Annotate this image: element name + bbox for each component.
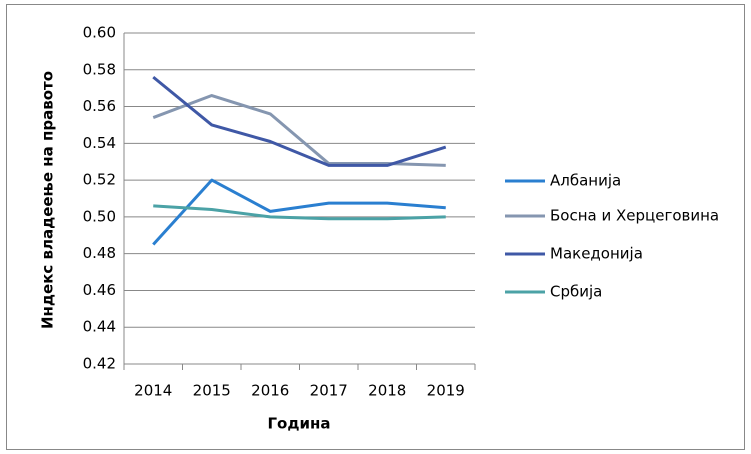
legend-label: Србија (550, 283, 602, 301)
legend-label: Македонија (550, 245, 643, 263)
legend-label: Босна и Херцеговина (550, 207, 719, 225)
y-tick-label: 0.56 (83, 97, 116, 115)
y-tick-label: 0.50 (83, 207, 116, 225)
y-tick-label: 0.52 (83, 171, 116, 189)
y-tick-label: 0.48 (83, 244, 116, 262)
series-line (152, 178, 446, 246)
x-tick-label: 2015 (193, 382, 231, 400)
x-tick-label: 2019 (427, 382, 465, 400)
legend-label: Албанија (550, 172, 621, 190)
x-axis-label: Година (268, 415, 331, 433)
y-tick-label: 0.44 (83, 318, 116, 336)
series-line (153, 204, 446, 221)
y-tick-label: 0.54 (83, 134, 116, 152)
y-tick-label: 0.58 (83, 60, 116, 78)
x-tick-label: 2017 (310, 382, 348, 400)
series-line (152, 75, 447, 167)
y-tick-label: 0.60 (83, 24, 116, 42)
x-tick-label: 2016 (251, 382, 289, 400)
x-tick-label: 2018 (368, 382, 406, 400)
x-tick-label: 2014 (134, 382, 172, 400)
y-tick-label: 0.46 (83, 281, 116, 299)
y-axis-label: Индекс владеење на правото (39, 71, 57, 329)
chart-frame (6, 4, 745, 450)
y-tick-label: 0.42 (83, 355, 116, 373)
